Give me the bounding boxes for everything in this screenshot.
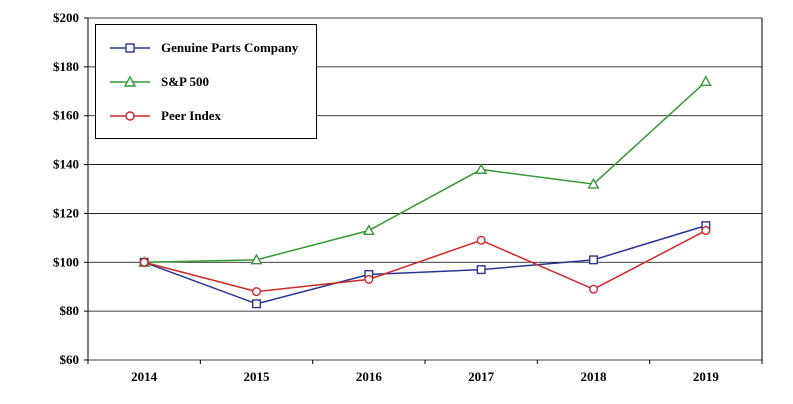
y-tick-label: $140 (53, 157, 79, 172)
triangle-marker-icon (587, 177, 600, 189)
x-tick-label: 2016 (356, 369, 383, 384)
legend-item-peer-index: Peer Index (108, 102, 304, 129)
x-tick-label: 2017 (468, 369, 495, 384)
triangle-marker-icon (475, 163, 488, 174)
legend-item-genuine-parts-company: Genuine Parts Company (108, 34, 304, 61)
triangle-marker-icon (362, 224, 375, 236)
y-tick-label: $60 (60, 352, 80, 367)
x-tick-label: 2018 (581, 369, 608, 384)
circle-marker-icon (139, 257, 149, 267)
legend-marker-triangle-icon (110, 75, 150, 87)
x-tick-label: 2019 (693, 369, 720, 384)
triangle-marker-icon (123, 75, 137, 87)
series-line (143, 229, 707, 293)
triangle-marker-icon (250, 253, 263, 265)
series-line (143, 224, 707, 305)
square-marker-icon (251, 299, 261, 309)
circle-marker-icon (701, 226, 711, 236)
y-tick-label: $100 (53, 254, 79, 269)
legend-label: Genuine Parts Company (161, 39, 299, 55)
circle-marker-icon (125, 110, 135, 121)
circle-marker-icon (476, 235, 486, 245)
triangle-marker-icon (699, 75, 712, 87)
circle-marker-icon (364, 274, 374, 284)
x-tick-label: 2015 (244, 369, 271, 384)
legend-item-sp-500: S&P 500 (108, 68, 304, 95)
square-marker-icon (589, 255, 599, 265)
series-line (144, 80, 707, 264)
square-marker-icon (125, 42, 135, 53)
circle-marker-icon (251, 287, 261, 297)
legend-marker-circle-icon (110, 110, 150, 121)
y-tick-label: $160 (53, 108, 79, 123)
legend-label: S&P 500 (161, 73, 210, 89)
legend-label: Peer Index (161, 107, 222, 123)
x-tick-label: 2014 (131, 369, 158, 384)
y-tick-label: $180 (53, 59, 79, 74)
y-tick-label: $200 (53, 10, 79, 25)
legend: Genuine Parts Company S&P 500 Peer Index (95, 24, 317, 139)
circle-marker-icon (589, 284, 599, 294)
square-marker-icon (476, 265, 486, 275)
legend-marker-square-icon (110, 42, 150, 53)
y-tick-label: $80 (60, 303, 80, 318)
y-tick-label: $120 (53, 205, 79, 220)
